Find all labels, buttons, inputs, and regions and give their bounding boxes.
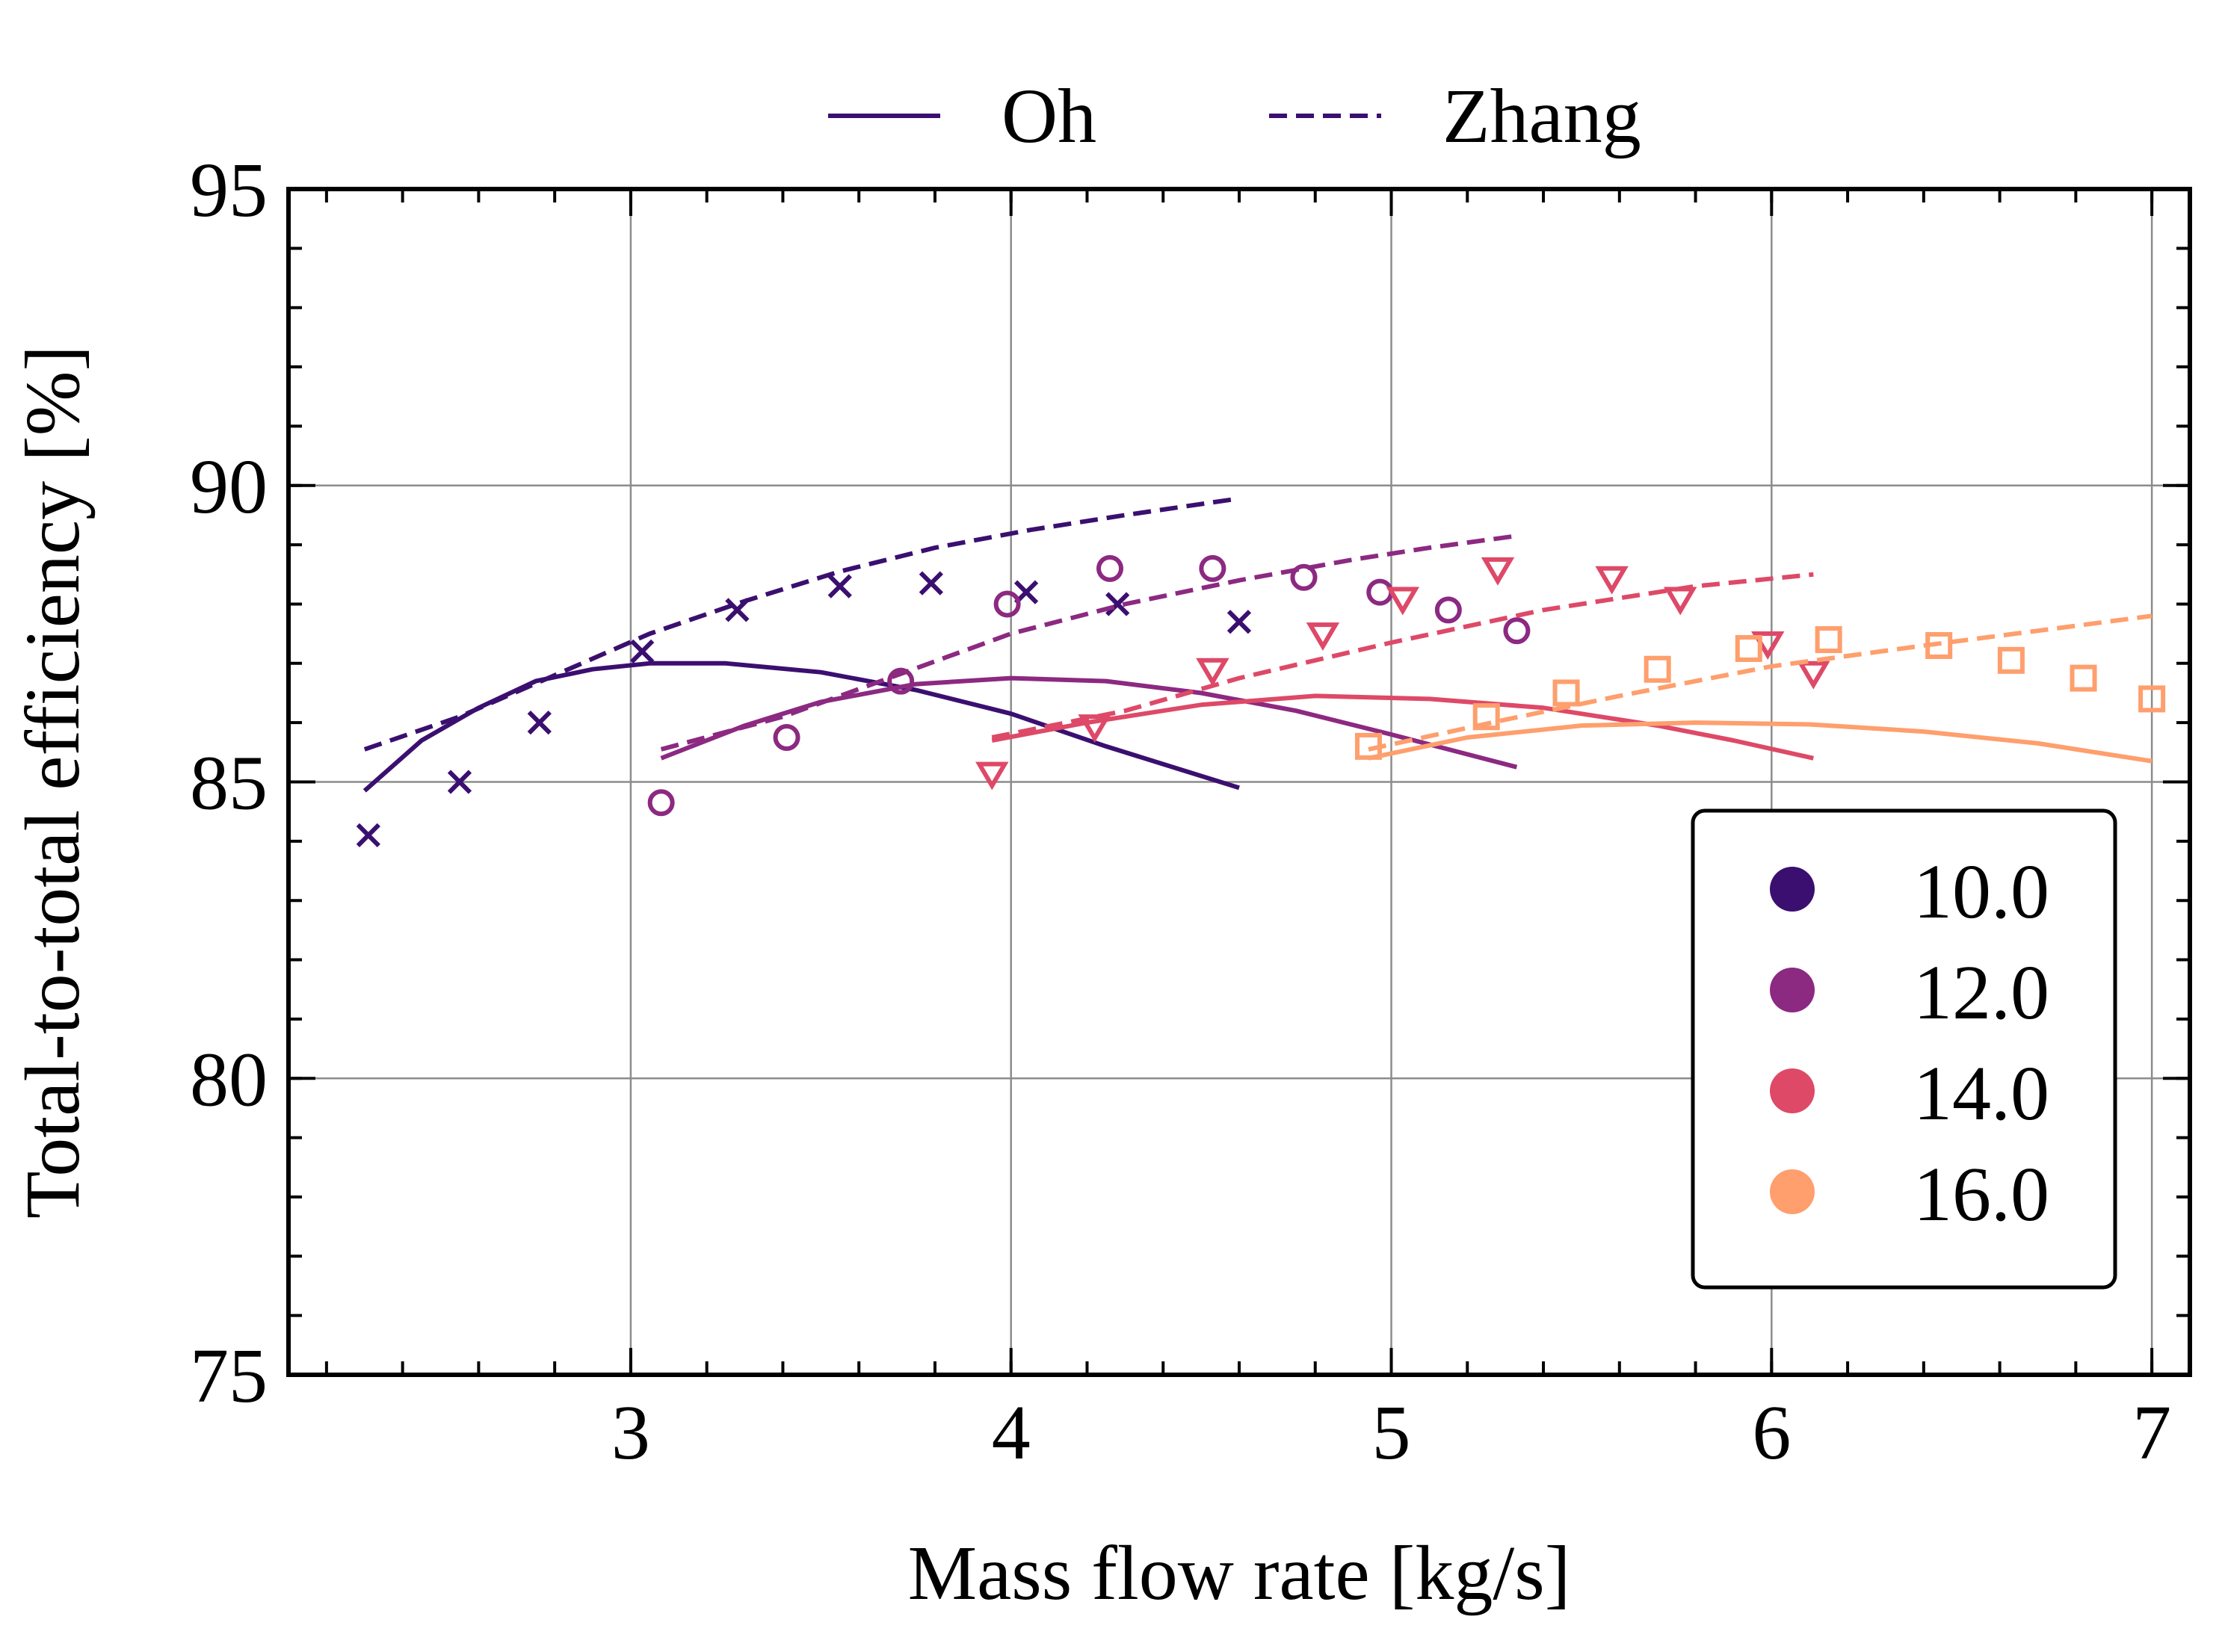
data-point-10.0 bbox=[447, 770, 472, 794]
legend-label-12.0: 12.0 bbox=[1913, 950, 2049, 1036]
data-point-10.0 bbox=[919, 571, 943, 595]
data-point-14.0 bbox=[1196, 658, 1229, 687]
zhang-line-12.0 bbox=[660, 533, 1517, 752]
legend-label-oh: Oh bbox=[1002, 73, 1096, 159]
y-tick-label: 85 bbox=[190, 740, 268, 826]
tick-layer: 3 4 5 6 7 75 80 85 90 95 bbox=[190, 147, 2190, 1476]
data-point-16.0 bbox=[2138, 685, 2166, 713]
data-point-12.0 bbox=[1434, 596, 1462, 624]
data-point-12.0 bbox=[647, 789, 675, 817]
y-tick-label: 80 bbox=[190, 1036, 268, 1122]
zhang-line-14.0 bbox=[991, 572, 1814, 740]
zhang-line-16.0 bbox=[1368, 613, 2153, 752]
legend-label-10.0: 10.0 bbox=[1913, 849, 2049, 935]
line-style-legend: Oh Zhang bbox=[828, 73, 1641, 159]
data-point-10.0 bbox=[630, 639, 655, 664]
data-point-16.0 bbox=[2070, 664, 2097, 692]
data-point-10.0 bbox=[827, 574, 852, 598]
legend-marker-16.0 bbox=[1770, 1169, 1815, 1214]
data-point-16.0 bbox=[1815, 626, 1842, 654]
data-point-14.0 bbox=[975, 761, 1009, 791]
x-tick-label: 4 bbox=[992, 1390, 1031, 1476]
data-point-12.0 bbox=[887, 667, 915, 695]
data-point-10.0 bbox=[725, 598, 750, 622]
data-point-12.0 bbox=[1199, 554, 1226, 582]
y-tick-label: 90 bbox=[190, 444, 268, 530]
data-point-16.0 bbox=[1997, 646, 2025, 674]
data-point-16.0 bbox=[1925, 631, 1953, 659]
data-point-14.0 bbox=[1663, 587, 1697, 616]
x-tick-label: 3 bbox=[611, 1390, 650, 1476]
data-point-10.0 bbox=[1105, 592, 1130, 616]
legend-label-14.0: 14.0 bbox=[1913, 1051, 2049, 1136]
color-legend-box bbox=[1691, 808, 2117, 1290]
data-point-16.0 bbox=[1472, 703, 1500, 731]
data-point-14.0 bbox=[1481, 557, 1515, 586]
data-point-14.0 bbox=[1386, 587, 1420, 616]
data-point-14.0 bbox=[1797, 661, 1830, 690]
oh-line-14.0 bbox=[991, 693, 1814, 761]
data-point-16.0 bbox=[1644, 655, 1671, 683]
data-point-14.0 bbox=[1078, 714, 1111, 743]
x-tick-label: 6 bbox=[1752, 1390, 1791, 1476]
series-12.0 bbox=[647, 533, 1531, 817]
data-point-12.0 bbox=[1366, 578, 1394, 606]
zhang-line-10.0 bbox=[363, 496, 1240, 752]
data-point-16.0 bbox=[1354, 732, 1382, 760]
series-16.0 bbox=[1354, 613, 2166, 764]
data-point-16.0 bbox=[1735, 634, 1762, 662]
data-point-14.0 bbox=[1595, 566, 1629, 595]
series-10.0 bbox=[356, 496, 1252, 848]
series-14.0 bbox=[975, 557, 1830, 791]
y-tick-label: 75 bbox=[190, 1333, 268, 1419]
data-point-16.0 bbox=[1552, 679, 1580, 707]
y-axis-label: Total-to-total efficiency [%] bbox=[10, 345, 96, 1219]
legend-label-zhang: Zhang bbox=[1442, 73, 1641, 159]
data-point-14.0 bbox=[1306, 622, 1340, 652]
legend-marker-10.0 bbox=[1770, 867, 1815, 912]
color-legend: 10.0 12.0 14.0 16.0 bbox=[1691, 808, 2117, 1290]
y-tick-label: 95 bbox=[190, 147, 268, 233]
x-axis-label: Mass flow rate [kg/s] bbox=[908, 1530, 1571, 1616]
legend-label-16.0: 16.0 bbox=[1913, 1151, 2049, 1237]
data-point-10.0 bbox=[527, 711, 552, 735]
data-point-12.0 bbox=[1290, 563, 1318, 591]
data-point-12.0 bbox=[773, 723, 800, 751]
data-point-12.0 bbox=[1503, 617, 1531, 645]
x-tick-label: 7 bbox=[2132, 1390, 2171, 1476]
data-point-10.0 bbox=[1226, 610, 1252, 634]
oh-line-16.0 bbox=[1368, 720, 2153, 764]
data-layer bbox=[356, 496, 2166, 848]
data-point-10.0 bbox=[356, 823, 380, 848]
data-point-12.0 bbox=[993, 590, 1021, 618]
data-point-12.0 bbox=[1096, 554, 1124, 582]
legend-marker-14.0 bbox=[1770, 1068, 1815, 1113]
x-tick-label: 5 bbox=[1372, 1390, 1411, 1476]
legend-marker-12.0 bbox=[1770, 968, 1815, 1012]
